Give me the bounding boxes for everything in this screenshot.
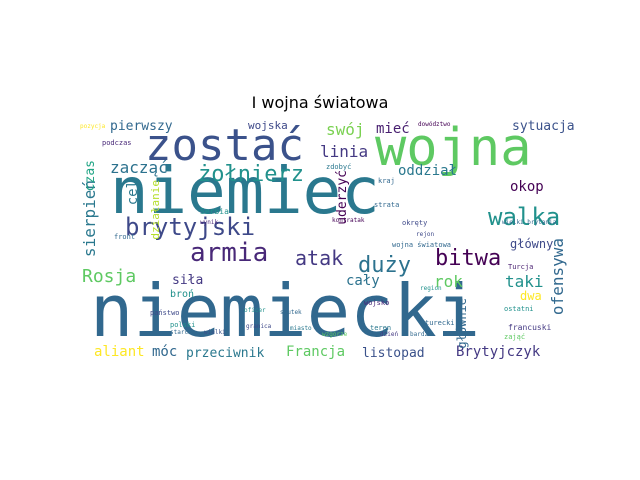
word-oficer: oficer (244, 307, 266, 314)
word-francja: Francja (286, 344, 346, 360)
word-okop: okop (510, 179, 544, 195)
word-kontratak: kontratak (332, 217, 365, 224)
word-turcja: Turcja (508, 263, 534, 271)
word-swoj: swój (326, 120, 365, 139)
word-panstwo: państwo (150, 309, 180, 317)
word-dwa: dwa (520, 289, 542, 303)
word-wynik: wynik (200, 219, 219, 226)
word-wojska: wojska (248, 120, 288, 132)
word-kraj: kraj (378, 177, 395, 185)
word-rejon: rejon (416, 231, 435, 238)
word-front: front (114, 233, 136, 241)
word-bron: broń (170, 289, 195, 300)
word-wojna: wojna (375, 120, 532, 178)
word-sytuacja: sytuacja (512, 120, 575, 134)
word-rosja: Rosja (82, 266, 137, 287)
chart-title: I wojna światowa (251, 93, 389, 112)
word-zaczac: zacząć (110, 158, 168, 177)
word-podczas: podczas (102, 139, 132, 147)
word-bardzo: bardzo (410, 331, 432, 338)
word-pierwszy: pierwszy (110, 120, 173, 134)
word-linia: linia (320, 142, 369, 161)
word-ostatni: ostatni (504, 305, 534, 313)
word-cel: cel (125, 180, 141, 206)
word-sierpien: sierpień (80, 180, 99, 258)
word-walka: walka (488, 203, 561, 231)
word-cloud: niemiec niemiecki wojna zostać żołnierz … (80, 120, 576, 368)
word-atak: atak (295, 246, 344, 270)
word-bitwa: bitwa (435, 246, 502, 271)
word-dzialanie: działanie (149, 180, 162, 240)
word-oddzial: oddział (398, 163, 458, 179)
word-wojsko: wojsko (364, 299, 390, 307)
word-duzy: duży (358, 253, 411, 278)
word-miasto: miasto (290, 325, 312, 332)
word-glowny: główny (510, 237, 554, 251)
word-armia: armia (190, 238, 269, 268)
word-granica: granica (246, 323, 272, 330)
word-francuski: francuski (508, 323, 552, 332)
word-dowodztwo: dowództwo (418, 121, 451, 128)
word-serbia: Serbia (200, 207, 229, 216)
word-region: region (420, 285, 442, 292)
word-zostac: zostać (145, 120, 304, 171)
word-miec: mieć (376, 121, 410, 137)
word-niemiecki: niemiecki (90, 269, 481, 353)
word-okrety: okręty (402, 219, 428, 227)
word-brytyjczyk: Brytyjczyk (456, 344, 541, 360)
word-taki: taki (505, 272, 544, 291)
word-wielki-brytania: wielki brytania (502, 219, 557, 226)
word-aliant: aliant (94, 344, 145, 360)
word-moc: móc (152, 344, 178, 360)
word-brytyjski: brytyjski (125, 213, 256, 241)
word-rok: rok (434, 272, 463, 291)
word-pozycja: pozycja (80, 123, 106, 130)
word-zdobyc: zdobyć (326, 163, 352, 171)
word-wielki: wielki (204, 329, 226, 336)
word-wojna-swiatowa: wojna światowa (392, 241, 452, 249)
word-strata: strata (374, 201, 400, 209)
word-glownie: głównie (455, 298, 469, 349)
word-sila: siła (172, 273, 204, 288)
word-teren: teren (370, 324, 392, 332)
word-turecki: turecki (425, 319, 455, 327)
word-niemiec: niemiec (110, 155, 380, 229)
word-wzgorze: wzgórze (322, 331, 348, 338)
word-skutek: skutek (280, 309, 302, 316)
word-caly: cały (346, 273, 380, 289)
word-listopad: listopad (362, 346, 425, 361)
word-zajac: zająć (504, 333, 526, 341)
word-zolnierz: żołnierz (198, 162, 304, 187)
word-starcie: starcie (170, 329, 196, 336)
word-przeciwnik: przeciwnik (186, 346, 265, 361)
word-dzien: dzień (380, 331, 399, 338)
word-czas: czas (83, 160, 98, 192)
word-polski: polski (170, 321, 196, 329)
